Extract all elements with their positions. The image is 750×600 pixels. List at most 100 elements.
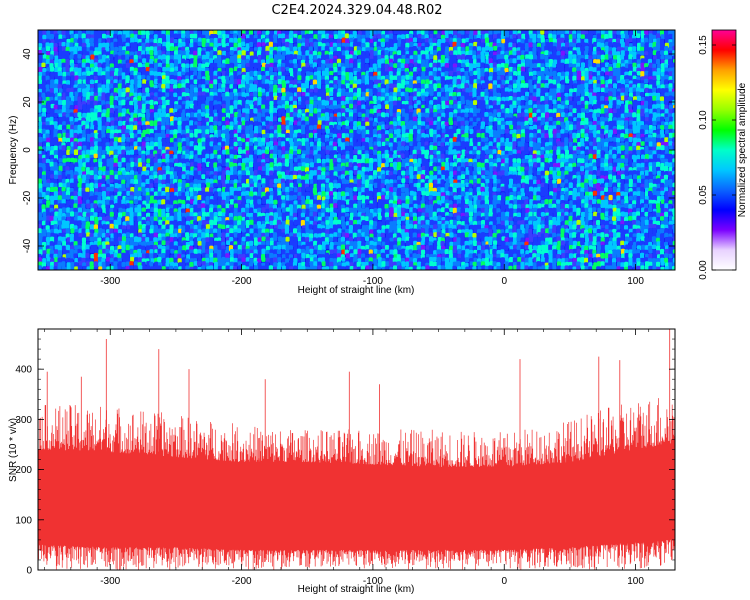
heatmap-cell bbox=[113, 100, 118, 106]
heatmap-cell bbox=[205, 62, 210, 68]
heatmap-cell bbox=[241, 33, 246, 40]
heatmap-cell bbox=[305, 150, 310, 156]
heatmap-cell bbox=[249, 133, 254, 139]
heatmap-cell bbox=[253, 76, 258, 81]
heatmap-cell bbox=[333, 92, 338, 98]
heatmap-cell bbox=[253, 38, 258, 44]
heatmap-cell bbox=[408, 63, 414, 68]
heatmap-cell bbox=[476, 38, 481, 44]
heatmap-cell bbox=[408, 83, 414, 89]
heatmap-cell bbox=[86, 42, 91, 49]
heatmap-cell bbox=[229, 37, 234, 44]
heatmap-cell bbox=[301, 50, 306, 56]
heatmap-cell bbox=[428, 38, 433, 44]
heatmap-cell bbox=[125, 87, 130, 93]
heatmap-cell bbox=[205, 54, 210, 60]
heatmap-cell bbox=[461, 63, 466, 68]
heatmap-cell bbox=[81, 46, 87, 52]
heatmap-cell bbox=[273, 30, 279, 36]
heatmap-cell bbox=[444, 30, 449, 35]
heatmap-cell bbox=[177, 83, 182, 89]
heatmap-cell bbox=[313, 108, 318, 114]
heatmap-cell bbox=[241, 92, 246, 97]
heatmap-cell bbox=[608, 41, 613, 48]
heatmap-cell bbox=[58, 34, 63, 41]
heatmap-cell bbox=[565, 33, 570, 39]
heatmap-cell bbox=[142, 95, 147, 101]
heatmap-cell bbox=[277, 149, 282, 156]
heatmap-cell bbox=[332, 46, 338, 52]
heatmap-cell bbox=[516, 55, 521, 61]
heatmap-cell bbox=[448, 112, 454, 118]
heatmap-cell bbox=[189, 120, 194, 126]
heatmap-cell bbox=[65, 104, 70, 109]
heatmap-cell bbox=[584, 149, 589, 155]
heatmap-cell bbox=[105, 121, 110, 127]
heatmap-cell bbox=[177, 30, 182, 35]
heatmap-cell bbox=[524, 128, 530, 135]
heatmap-cell bbox=[560, 55, 565, 61]
heatmap-cell bbox=[656, 46, 661, 52]
heatmap-cell bbox=[301, 153, 306, 159]
heatmap-cell bbox=[540, 112, 546, 118]
heatmap-cell bbox=[396, 83, 401, 89]
heatmap-cell bbox=[640, 46, 645, 52]
heatmap-cell bbox=[564, 87, 569, 93]
heatmap-cell bbox=[453, 30, 458, 35]
heatmap-cell bbox=[349, 58, 354, 65]
heatmap-cell bbox=[424, 30, 429, 35]
heatmap-cell bbox=[504, 87, 509, 92]
heatmap-cell bbox=[305, 33, 310, 40]
heatmap-cell bbox=[225, 46, 230, 51]
heatmap-cell bbox=[41, 116, 46, 122]
heatmap-cell bbox=[333, 34, 338, 39]
heatmap-cell bbox=[317, 46, 322, 53]
heatmap-cell bbox=[109, 157, 114, 163]
heatmap-cell bbox=[38, 136, 43, 143]
heatmap-cell bbox=[305, 62, 310, 68]
heatmap-cell bbox=[476, 50, 482, 56]
heatmap-cell bbox=[349, 37, 354, 43]
heatmap-cell bbox=[592, 154, 598, 159]
heatmap-cell bbox=[632, 149, 637, 156]
heatmap-cell bbox=[38, 66, 43, 73]
heatmap-cell bbox=[624, 50, 630, 57]
heatmap-cell bbox=[377, 104, 382, 110]
heatmap-cell bbox=[109, 141, 114, 147]
heatmap-cell bbox=[637, 42, 642, 48]
heatmap-cell bbox=[73, 145, 78, 150]
heatmap-cell bbox=[496, 54, 501, 61]
heatmap-cell bbox=[636, 95, 642, 102]
heatmap-cell bbox=[564, 58, 570, 65]
heatmap-cell bbox=[138, 104, 143, 110]
heatmap-cell bbox=[484, 30, 489, 35]
heatmap-cell bbox=[257, 137, 262, 143]
heatmap-cell bbox=[365, 33, 370, 39]
heatmap-cell bbox=[672, 50, 675, 56]
heatmap-cell bbox=[217, 104, 222, 110]
heatmap-cell bbox=[440, 54, 445, 60]
heatmap-cell bbox=[49, 141, 54, 146]
heatmap-cell bbox=[465, 99, 470, 106]
heatmap-cell bbox=[173, 84, 178, 90]
heatmap-cell bbox=[165, 153, 170, 159]
heatmap-cell bbox=[397, 58, 402, 64]
heatmap-cell bbox=[652, 120, 657, 126]
heatmap-cell bbox=[153, 51, 158, 56]
heatmap-cell bbox=[365, 37, 370, 43]
heatmap-cell bbox=[589, 66, 594, 72]
heatmap-cell bbox=[620, 120, 625, 126]
heatmap-cell bbox=[640, 83, 645, 89]
heatmap-cell bbox=[517, 66, 522, 72]
heatmap-cells bbox=[38, 30, 675, 270]
heatmap-cell bbox=[110, 70, 115, 77]
heatmap-cell bbox=[329, 83, 334, 89]
heatmap-cell bbox=[552, 34, 557, 39]
heatmap-cell bbox=[512, 133, 517, 138]
heatmap-cell bbox=[397, 141, 402, 147]
heatmap-cell bbox=[628, 54, 633, 61]
heatmap-cell bbox=[625, 145, 630, 152]
heatmap-cell bbox=[305, 50, 310, 56]
heatmap-cell bbox=[393, 75, 398, 81]
